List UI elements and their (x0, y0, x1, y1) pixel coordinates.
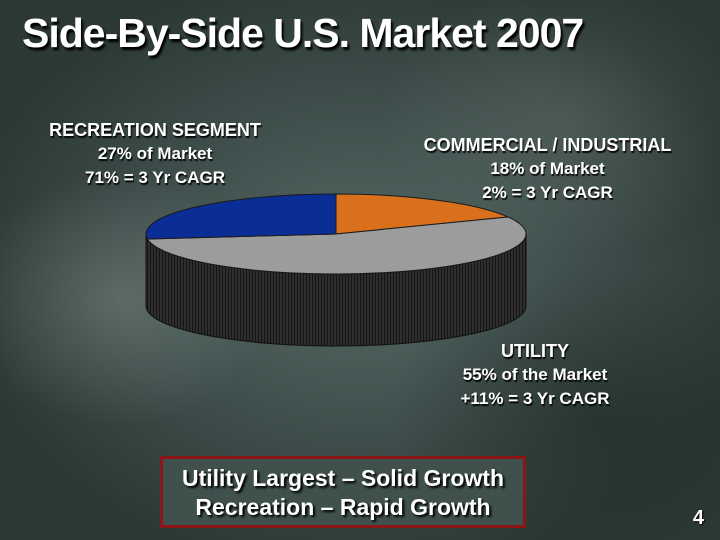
pie-slice-commercial-industrial (335, 193, 510, 235)
summary-callout: Utility Largest – Solid Growth Recreatio… (160, 456, 526, 528)
slide-title: Side-By-Side U.S. Market 2007 (22, 10, 584, 56)
recreation-name: RECREATION SEGMENT (49, 120, 261, 140)
callout-line-1: Utility Largest – Solid Growth (181, 465, 505, 491)
recreation-growth: 71% = 3 Yr CAGR (84, 168, 225, 187)
utility-name: UTILITY (501, 341, 569, 361)
commercial-growth: 2% = 3 Yr CAGR (482, 183, 613, 202)
commercial-name: COMMERCIAL / INDUSTRIAL (423, 135, 672, 155)
pie-slice-utility (146, 216, 527, 275)
utility-share: 55% of the Market (462, 365, 608, 384)
callout-line-2: Recreation – Rapid Growth (195, 494, 491, 520)
utility-label: UTILITY 55% of the Market +11% = 3 Yr CA… (430, 339, 640, 411)
pie-slice-recreation-segment (145, 193, 337, 240)
recreation-label: RECREATION SEGMENT 27% of Market 71% = 3… (30, 118, 280, 190)
page-number: 4 (692, 507, 704, 529)
commercial-share: 18% of Market (490, 159, 605, 178)
utility-growth: +11% = 3 Yr CAGR (460, 389, 610, 408)
recreation-share: 27% of Market (97, 144, 213, 163)
commercial-label: COMMERCIAL / INDUSTRIAL 18% of Market 2%… (395, 133, 700, 205)
